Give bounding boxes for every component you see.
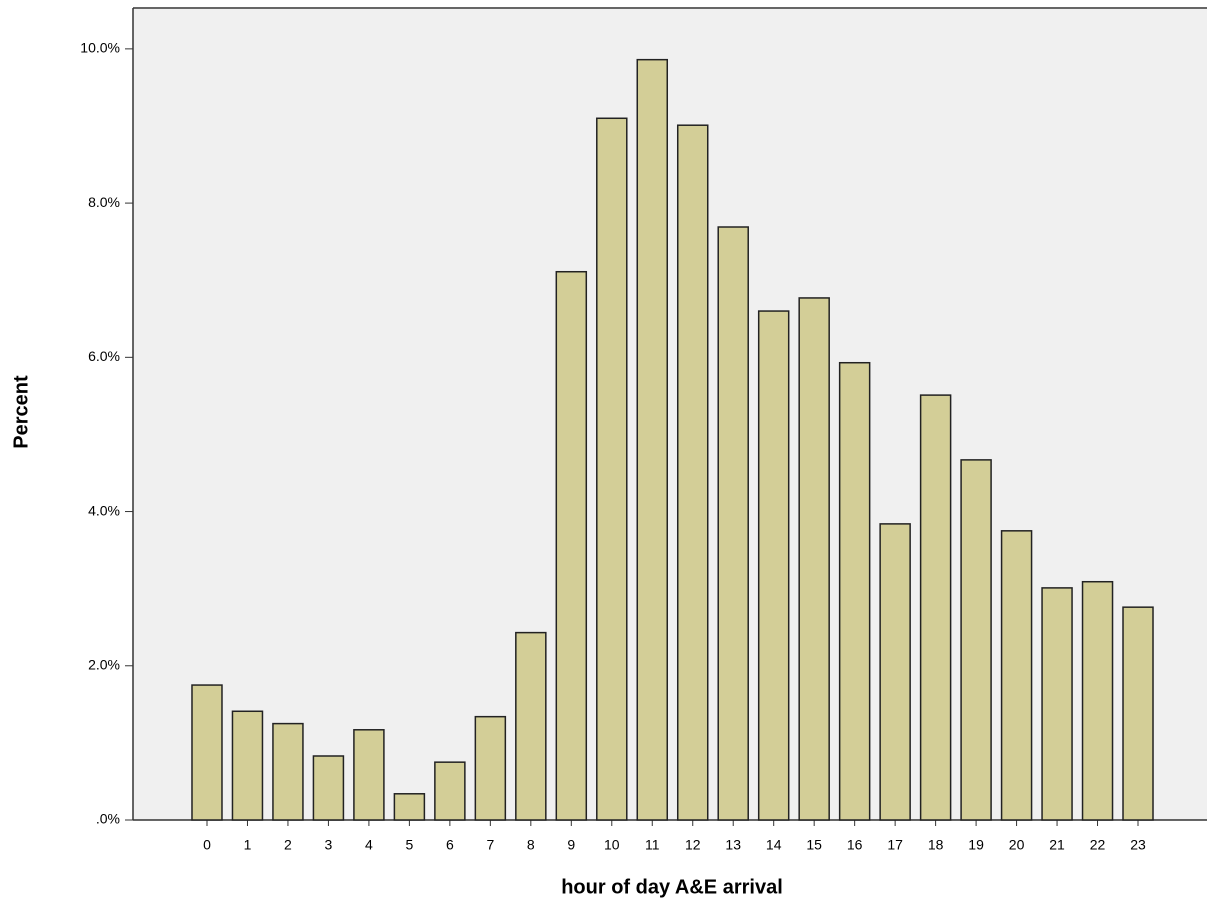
bar — [393, 793, 426, 821]
x-tick-label: 7 — [486, 837, 494, 853]
bar — [757, 310, 790, 821]
bar — [434, 761, 466, 821]
x-tick-label: 3 — [325, 837, 333, 853]
x-tick-label: 1 — [244, 837, 252, 853]
y-tick-label: 8.0% — [88, 194, 120, 210]
y-tick-label: 6.0% — [88, 348, 120, 364]
x-tick-label: 0 — [203, 837, 211, 853]
y-tick-label: .0% — [96, 811, 120, 827]
bar — [919, 394, 952, 821]
bar — [353, 729, 385, 821]
x-tick-label: 2 — [284, 837, 292, 853]
bar — [555, 270, 588, 821]
x-tick-label: 8 — [527, 837, 535, 853]
x-tick-label: 21 — [1049, 837, 1065, 853]
x-tick-label: 5 — [405, 837, 413, 853]
bar — [676, 124, 709, 821]
x-tick-label: 15 — [806, 837, 822, 853]
y-tick-label: 4.0% — [88, 502, 120, 518]
bar — [312, 755, 345, 821]
x-tick-label: 18 — [928, 837, 944, 853]
bar — [1081, 580, 1114, 821]
bar — [960, 459, 992, 821]
bar — [231, 710, 264, 821]
x-axis-title: hour of day A&E arrival — [561, 876, 783, 898]
y-tick-label: 2.0% — [88, 656, 120, 672]
bar — [636, 58, 669, 821]
x-tick-label: 12 — [685, 837, 701, 853]
x-tick-label: 6 — [446, 837, 454, 853]
bar — [596, 117, 628, 821]
bar — [798, 297, 830, 821]
x-tick-label: 16 — [847, 837, 863, 853]
bar — [1000, 530, 1033, 821]
x-tick-label: 22 — [1090, 837, 1106, 853]
y-axis-title: Percent — [10, 375, 32, 449]
bar — [1122, 606, 1154, 821]
y-tick-label: 10.0% — [80, 40, 120, 56]
x-tick-label: 10 — [604, 837, 620, 853]
bar — [717, 226, 749, 821]
x-tick-label: 13 — [725, 837, 741, 853]
bar — [474, 715, 507, 821]
x-tick-label: 4 — [365, 837, 373, 853]
x-tick-label: 19 — [968, 837, 984, 853]
bar — [191, 684, 223, 821]
x-tick-label: 9 — [567, 837, 575, 853]
bar — [879, 523, 911, 821]
bar — [272, 722, 304, 821]
x-tick-label: 23 — [1130, 837, 1146, 853]
x-tick-label: 11 — [645, 837, 660, 853]
x-tick-label: 20 — [1009, 837, 1025, 853]
bar — [515, 631, 547, 821]
x-tick-label: 14 — [766, 837, 782, 853]
x-tick-label: 17 — [887, 837, 903, 853]
bar — [1041, 587, 1073, 821]
bar — [838, 361, 871, 821]
